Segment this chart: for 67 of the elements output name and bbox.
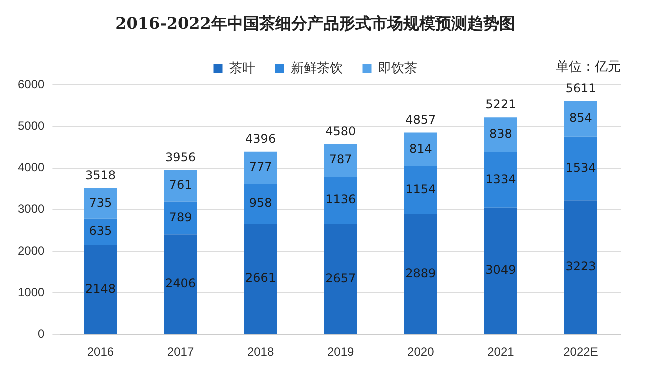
text: 单位：亿元 (556, 59, 621, 76)
x-tick-label: 2018 (247, 345, 274, 360)
bar (564, 200, 598, 334)
data-label: 761 (169, 178, 192, 192)
bar (484, 208, 518, 334)
data-label: 838 (489, 127, 512, 142)
bar (404, 132, 438, 167)
y-tick-label: 0 (38, 326, 46, 341)
x-tick-label: 2016 (87, 345, 114, 360)
bar (324, 176, 358, 224)
data-label: 1534 (566, 160, 596, 175)
total-label: 3518 (85, 168, 116, 182)
y-tick-label: 4000 (18, 160, 46, 175)
data-label: 787 (329, 152, 352, 167)
bar (164, 170, 198, 202)
legend-label: 即饮茶 (378, 60, 418, 76)
bar (84, 245, 118, 334)
data-label: 1154 (406, 182, 436, 197)
bar (164, 234, 198, 334)
data-label: 777 (249, 160, 272, 174)
y-tick-label: 1000 (18, 285, 46, 300)
bar (84, 188, 118, 219)
x-tick-label: 2019 (327, 345, 355, 360)
x-tick-label: 2022E (564, 345, 598, 360)
data-label: 2661 (246, 271, 276, 286)
data-label: 635 (89, 224, 112, 238)
data-label: 2889 (406, 266, 436, 280)
total-label: 5611 (566, 81, 596, 96)
total-label: 4857 (406, 112, 436, 127)
data-label: 3049 (486, 263, 516, 278)
legend-label: 新鲜茶饮 (290, 60, 343, 76)
bar (484, 152, 518, 208)
data-label: 2406 (165, 276, 196, 290)
data-label: 814 (409, 142, 432, 156)
bar (324, 224, 358, 334)
total-label: 5221 (486, 98, 516, 112)
data-label: 735 (89, 196, 112, 210)
x-tick-label: 2017 (167, 345, 194, 360)
total-label: 4396 (246, 132, 276, 146)
bar (324, 144, 358, 177)
legend-label: 茶叶 (229, 60, 256, 76)
y-tick-label: 3000 (18, 202, 46, 216)
y-tick-label: 5000 (18, 119, 46, 134)
data-label: 854 (570, 111, 592, 126)
data-label: 789 (169, 210, 192, 224)
data-label: 1334 (486, 172, 516, 186)
bar (244, 224, 278, 334)
bar (564, 101, 598, 137)
chart-title: 2016-2022年中国茶细分产品形式市场规模预测趋势图 (116, 14, 516, 33)
data-label: 958 (249, 196, 272, 210)
bar (484, 118, 518, 152)
y-tick-label: 2000 (18, 244, 46, 258)
y-tick-label: 6000 (18, 78, 46, 92)
total-label: 4580 (326, 124, 356, 138)
data-label: 2148 (85, 282, 116, 296)
bar (404, 214, 438, 334)
bar (164, 202, 198, 235)
bar (404, 166, 438, 215)
bar (244, 152, 278, 184)
x-tick-label: 2021 (488, 345, 515, 360)
data-label: 3223 (566, 259, 596, 274)
total-label: 3956 (165, 150, 196, 164)
data-label: 1136 (326, 192, 356, 207)
x-tick-label: 2020 (408, 345, 435, 360)
bar (564, 136, 598, 201)
bar (244, 184, 278, 224)
data-label: 2657 (326, 271, 356, 286)
